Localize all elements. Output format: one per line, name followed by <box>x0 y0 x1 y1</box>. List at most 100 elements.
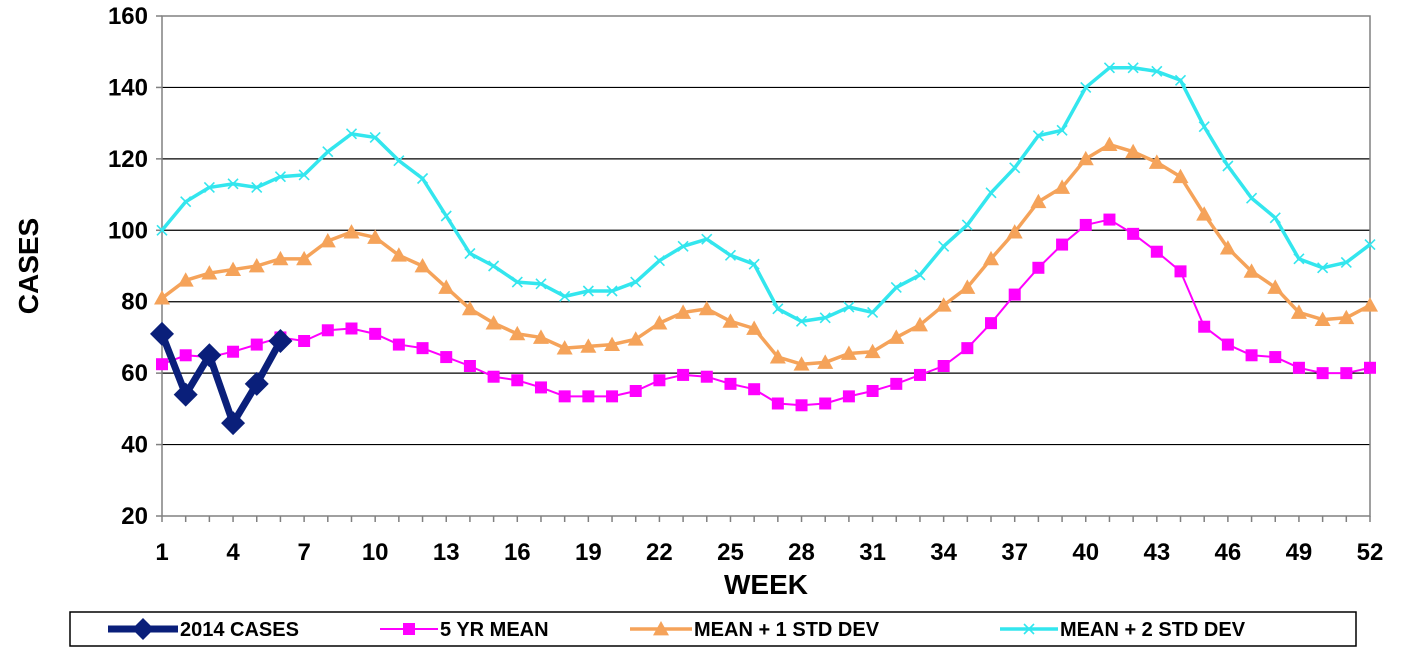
data-point-x <box>748 258 760 270</box>
legend-border <box>69 611 1357 647</box>
series-5-yr-mean <box>156 213 1376 412</box>
x-tick-label: 28 <box>788 539 815 566</box>
data-point-x <box>961 219 973 231</box>
data-point-square <box>416 342 429 355</box>
legend-label: MEAN + 1 STD DEV <box>694 619 880 641</box>
data-point-square <box>1316 367 1329 380</box>
data-point-x <box>701 233 713 245</box>
data-point-x <box>653 255 665 267</box>
y-tick-label: 120 <box>108 146 148 173</box>
data-point-triangle <box>532 329 549 344</box>
data-point-triangle <box>438 279 455 294</box>
data-point-square <box>1127 227 1140 240</box>
data-point-square <box>392 338 405 351</box>
data-point-x <box>843 301 855 313</box>
y-tick-label: 60 <box>121 360 148 387</box>
x-tick-label: 16 <box>504 539 531 566</box>
data-point-diamond <box>244 371 269 396</box>
data-point-triangle <box>154 290 170 305</box>
data-point-x <box>251 181 263 193</box>
grid-lines <box>162 86 1370 446</box>
y-tick-label: 80 <box>121 289 148 316</box>
data-point-triangle <box>651 315 668 330</box>
data-point-triangle <box>983 250 1000 266</box>
data-point-square <box>1150 245 1163 258</box>
data-point-triangle <box>627 331 644 346</box>
data-point-triangle <box>1362 297 1378 312</box>
x-tick-label: 43 <box>1143 539 1170 566</box>
data-point-triangle <box>1267 279 1284 294</box>
data-point-triangle <box>888 329 905 344</box>
data-point-triangle <box>722 313 739 328</box>
data-point-square <box>227 345 240 358</box>
data-point-x <box>890 281 902 293</box>
data-point-square <box>369 327 382 340</box>
data-point-x <box>156 224 168 236</box>
data-point-square <box>321 324 334 337</box>
data-point-x <box>914 269 926 281</box>
data-point-triangle <box>746 320 763 335</box>
data-point-square <box>558 390 571 403</box>
data-point-x <box>559 290 571 302</box>
data-point-triangle <box>1172 168 1189 184</box>
data-point-x <box>582 285 594 297</box>
data-point-square <box>606 390 619 403</box>
data-point-triangle <box>817 354 834 369</box>
data-point-triangle <box>225 261 242 276</box>
x-tick-label: 1 <box>155 539 168 566</box>
data-point-triangle <box>1219 240 1236 255</box>
data-point-triangle <box>959 279 976 294</box>
data-point-x <box>1127 62 1139 74</box>
data-point-triangle <box>1290 304 1307 319</box>
x-tick-label: 13 <box>433 539 460 566</box>
data-point-x <box>1009 162 1021 174</box>
data-point-x <box>1198 121 1210 133</box>
y-tick-label: 20 <box>121 503 148 530</box>
data-point-x <box>1293 253 1305 265</box>
data-point-triangle <box>698 300 715 316</box>
legend-item: MEAN + 1 STD DEV <box>630 619 880 641</box>
data-point-triangle <box>1314 311 1331 326</box>
data-point-triangle <box>248 258 265 273</box>
data-point-square <box>1221 338 1234 351</box>
x-tick-label: 4 <box>226 539 240 566</box>
data-point-diamond <box>173 382 198 407</box>
y-axis-ticks: 20 40 60 80 100 120 140 160 <box>108 3 162 530</box>
data-point-triangle <box>272 250 289 266</box>
data-point-x <box>393 155 405 167</box>
data-point-square <box>1056 238 1069 251</box>
data-point-square <box>345 322 358 335</box>
series-line <box>160 66 1372 324</box>
data-point-x <box>1269 212 1281 224</box>
data-point-triangle <box>319 233 336 248</box>
x-tick-label: 40 <box>1072 539 1099 566</box>
data-point-triangle <box>177 272 194 287</box>
data-point-square <box>961 342 974 355</box>
series-line <box>161 218 1371 407</box>
legend-label: 5 YR MEAN <box>440 619 549 641</box>
data-point-x <box>867 306 879 318</box>
data-point-triangle <box>769 349 786 364</box>
data-point-square <box>250 338 263 351</box>
data-point-diamond <box>197 343 222 368</box>
x-tick-label: 46 <box>1215 539 1242 566</box>
y-axis-title: CASES <box>13 218 44 314</box>
x-axis-ticks: 1 4 7 10 13 16 19 22 25 28 31 34 37 40 43 46 49 52 <box>155 516 1383 566</box>
data-point-x <box>819 312 831 324</box>
x-tick-label: 37 <box>1001 539 1028 566</box>
x-axis-title: WEEK <box>724 569 808 600</box>
data-point-square <box>1340 367 1353 380</box>
data-point-square <box>582 390 595 403</box>
data-point-diamond <box>132 618 154 640</box>
data-point-triangle <box>1077 150 1094 166</box>
legend-items: 2014 CASES 5 YR MEAN MEAN + 1 STD DEV MEAN … <box>108 618 1246 641</box>
data-point-square <box>1079 218 1092 231</box>
data-point-x <box>274 171 286 183</box>
data-point-triangle <box>1196 206 1213 221</box>
data-point-triangle <box>675 304 692 319</box>
y-tick-label: 140 <box>108 74 148 101</box>
data-point-square <box>748 383 761 396</box>
data-point-square <box>440 351 453 364</box>
data-point-square <box>1103 213 1116 226</box>
